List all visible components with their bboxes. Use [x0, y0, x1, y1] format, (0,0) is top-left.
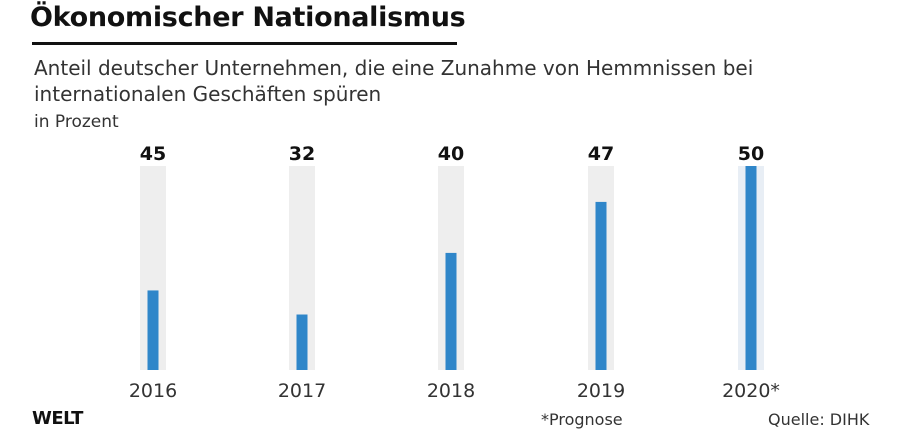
- chart-subtitle: Anteil deutscher Unternehmen, die eine Z…: [34, 56, 754, 106]
- x-tick-label: 2018: [427, 380, 475, 402]
- source-label: Quelle: DIHK: [768, 410, 870, 429]
- x-tick-label: 2016: [129, 380, 177, 402]
- welt-logo: WELT: [32, 408, 83, 429]
- value-label: 40: [438, 143, 464, 165]
- bar: [445, 252, 457, 370]
- bar: [296, 314, 308, 370]
- x-tick-label: 2020*: [722, 380, 780, 402]
- value-label: 47: [588, 143, 614, 165]
- bar: [595, 201, 607, 370]
- chart-title: Ökonomischer Nationalismus: [30, 2, 466, 33]
- value-label: 45: [140, 143, 166, 165]
- bar: [745, 166, 757, 370]
- unit-label: in Prozent: [34, 112, 119, 132]
- x-tick-label: 2017: [278, 380, 326, 402]
- value-label: 32: [289, 143, 315, 165]
- title-underline: [32, 42, 457, 45]
- forecast-note: *Prognose: [541, 410, 623, 429]
- value-label: 50: [738, 143, 764, 165]
- bar: [147, 290, 159, 370]
- x-tick-label: 2019: [577, 380, 625, 402]
